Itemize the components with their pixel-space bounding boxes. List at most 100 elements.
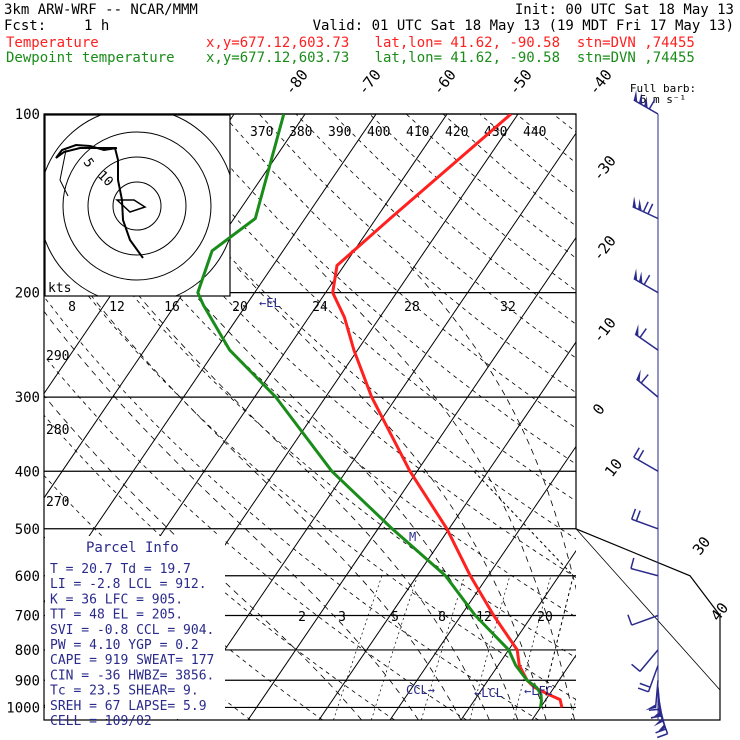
pressure-label: 1000 — [6, 700, 40, 716]
dry-adiabat-line — [185, 114, 576, 465]
isotherm-line — [674, 114, 740, 720]
wind-barb-feather — [639, 328, 647, 338]
parcel-info-row: LI = -2.8 LCL = 912. — [50, 577, 207, 592]
dry-adiabat-line — [295, 114, 576, 359]
dry-adiabat-line — [369, 114, 576, 292]
dewpoint-profile — [196, 114, 543, 708]
dewpoint-legend: Dewpoint temperature — [6, 50, 175, 66]
isotherm-line — [0, 114, 21, 720]
wind-barb-feather — [630, 557, 635, 569]
wind-barb-flag — [653, 717, 663, 727]
wind-barb — [636, 369, 659, 398]
dry-adiabat-line — [44, 414, 395, 720]
wind-barb — [634, 324, 659, 351]
isotherm-label: -70 — [354, 66, 385, 98]
hodograph-trace — [59, 149, 69, 197]
wind-barb-feather — [656, 733, 668, 739]
mixing-ratio-line — [333, 575, 383, 720]
wind-barb-feather — [648, 99, 656, 110]
profile-group — [196, 114, 574, 708]
wind-barb-flag — [644, 95, 648, 108]
parcel-info-row: CIN = -36 HWBZ= 3856. — [50, 668, 214, 683]
pressure-label: 100 — [15, 107, 40, 123]
isotherm-label: -20 — [589, 232, 620, 264]
moist-adiabat-line — [67, 265, 462, 720]
pressure-label: 300 — [15, 390, 40, 406]
wind-barb-staff — [631, 614, 659, 626]
full-barb-label: Full barb: — [630, 82, 696, 95]
wind-barb — [631, 649, 659, 672]
wind-barb-staff — [636, 378, 659, 398]
mixing-ratio-label: 20 — [232, 300, 248, 315]
pressure-label: 700 — [15, 609, 40, 625]
dry-adiabat-line — [590, 114, 740, 720]
wind-barb-flag — [645, 704, 656, 711]
wind-barb-flag — [636, 369, 641, 382]
wind-barb-feather — [627, 614, 633, 626]
wind-barb-feather — [633, 447, 640, 458]
pressure-label: 500 — [15, 522, 40, 538]
parcel-info-row: SVI = -0.8 CCL = 904. — [50, 623, 214, 638]
theta-e-label: 270 — [46, 495, 69, 510]
dry-adiabat-line — [479, 114, 576, 195]
wind-barb — [637, 665, 659, 693]
wind-barb-feather — [647, 203, 654, 215]
hodograph-storm-motion — [115, 199, 147, 213]
wind-barb — [633, 268, 659, 294]
mixing-ratio-line — [421, 575, 465, 720]
dry-adiabat-line — [222, 114, 576, 429]
parcel-info-box — [45, 536, 225, 719]
theta-e-label: 380 — [289, 125, 312, 140]
moist-adiabat-line — [315, 265, 575, 720]
moist-adiabat-line — [234, 265, 547, 720]
dry-adiabat-line — [148, 114, 576, 502]
isotherm-label: -60 — [429, 66, 460, 98]
theta-e-label: 370 — [250, 125, 273, 140]
full-barb-value: 5 m s⁻¹ — [640, 93, 686, 106]
wind-barb-feather — [639, 682, 651, 688]
forecast-hour: 1 h — [84, 18, 110, 34]
wind-barb-staff — [657, 687, 662, 716]
wind-barb — [630, 557, 659, 577]
wind-barbs: Full barb:5 m s⁻¹ — [627, 82, 696, 739]
theta-e-label: 430 — [484, 125, 507, 140]
dry-adiabat-line — [516, 114, 576, 164]
m-marker: M — [409, 530, 416, 544]
wind-barb-staff — [630, 567, 659, 577]
model-title: 3km ARW-WRF -- NCAR/MMM — [4, 2, 198, 18]
wind-barb-staff — [633, 456, 659, 472]
dry-adiabat-line — [332, 114, 576, 325]
mixing-ratio-line — [513, 575, 552, 720]
parcel-info-row: PW = 4.10 YGP = 0.2 — [50, 638, 199, 653]
mixing-ratio-label: 12 — [109, 300, 125, 315]
moist-adiabat-line — [44, 394, 362, 720]
pressure-label: 200 — [15, 286, 40, 302]
hodograph-rings — [44, 114, 230, 296]
theta-e-label: 410 — [406, 125, 429, 140]
dry-adiabat-line — [44, 355, 467, 720]
isotherm-line — [247, 236, 576, 720]
dry-adiabat-line — [44, 296, 539, 720]
mixing-ratio-label: 3 — [338, 610, 346, 625]
temperature-legend: Temperature — [6, 35, 99, 51]
lfc-marker: ←LFC — [524, 684, 553, 698]
wind-barb-feather — [642, 201, 649, 213]
wind-barb-flag — [638, 92, 643, 105]
isotherm-label: -10 — [589, 314, 620, 346]
annotations: ←EL CCL→ ←LCL ←LFC M — [259, 296, 553, 700]
theta-e-label: 390 — [328, 125, 351, 140]
wind-barb — [630, 508, 659, 530]
mixing-ratio-label: 8 — [68, 300, 76, 315]
isotherm-label: 10 — [601, 455, 626, 480]
wind-barb-flag — [633, 89, 638, 102]
dewpoint-location: x,y=677.12,603.73 lat,lon= 41.62, -90.58… — [206, 50, 695, 66]
wind-barb-staff — [633, 99, 659, 115]
wind-barb-flag — [650, 711, 661, 720]
isotherm-label: -50 — [505, 66, 536, 98]
mixing-ratio-label: 16 — [164, 300, 180, 315]
dry-adiabat-line — [44, 237, 576, 700]
init-time: Init: 00 UTC Sat 18 May 13 — [514, 2, 734, 18]
isotherm-label: -40 — [585, 66, 616, 98]
forecast-label: Fcst: — [4, 18, 47, 34]
